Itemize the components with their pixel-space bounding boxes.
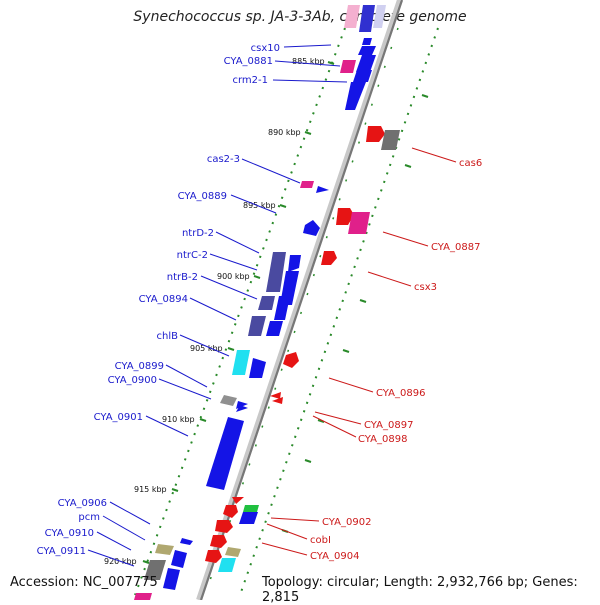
label-ntrC-2: ntrC-2: [177, 250, 208, 261]
gene-pcm: [155, 544, 174, 555]
gene-ntrB-2: [258, 296, 275, 310]
gene-forward-large: [356, 55, 376, 72]
gene-reverse-cya0896: [283, 352, 299, 368]
gene-cya0900b: [236, 405, 248, 412]
scale-label: 905 kbp: [190, 344, 223, 353]
label-csx10: csx10: [251, 43, 280, 54]
gene-cya0902-fwd: [239, 512, 258, 524]
gene-forward: [358, 46, 376, 55]
gene-reverse-cobI: [215, 520, 233, 533]
gene-reverse: [336, 208, 354, 225]
gene-cya0911b: [163, 568, 180, 590]
gene-reverse: [232, 497, 244, 504]
label-chlB: chlB: [157, 331, 179, 342]
label-cya0902: CYA_0902: [322, 517, 371, 528]
gene-ntrD-2b: [288, 255, 301, 272]
label-cya0889: CYA_0889: [178, 191, 227, 202]
gene-reverse-cya0897: [270, 392, 281, 399]
gene-chlB-2: [249, 358, 266, 378]
gene-forward-top: [359, 5, 375, 32]
left-dotted-track: [134, 27, 346, 596]
label-cya0897: CYA_0897: [364, 420, 413, 431]
right-dotted-track: [239, 27, 439, 596]
left-leader-lines: [87, 44, 348, 567]
summary-text: Topology: circular; Length: 2,932,766 bp…: [262, 575, 578, 605]
gene-magenta-cya0887: [348, 212, 370, 234]
label-cas6: cas6: [459, 158, 482, 169]
label-cya0898: CYA_0898: [358, 434, 407, 445]
gene-reverse-cas6: [366, 126, 385, 142]
gene-reverse-cya0898: [272, 397, 283, 404]
label-cobI: cobI: [310, 535, 331, 546]
gene-ntrD-2: [266, 252, 286, 292]
gene-cya0910: [171, 550, 187, 568]
gene-cya0899: [220, 395, 237, 406]
label-crm2-1: crm2-1: [232, 75, 268, 86]
gene-reverse-cya0902: [223, 505, 238, 518]
label-cya0904: CYA_0904: [310, 551, 359, 562]
label-ntrD-2: ntrD-2: [182, 228, 214, 239]
label-cas2-3: cas2-3: [207, 154, 240, 165]
label-cya0896: CYA_0896: [376, 388, 425, 399]
label-cya0899: CYA_0899: [115, 361, 164, 372]
gene-cya0901: [206, 417, 244, 490]
accession-text: Accession: NC_007775: [10, 575, 158, 590]
gene-ntrB-2b: [274, 296, 290, 320]
label-cya0887: CYA_0887: [431, 242, 480, 253]
label-cya0894: CYA_0894: [139, 294, 188, 305]
gene-forward: [362, 38, 372, 45]
label-cya0900: CYA_0900: [108, 375, 157, 386]
scale-label: 885 kbp: [292, 57, 325, 66]
gene-cya0889: [303, 220, 320, 236]
gene-cya0894: [248, 316, 266, 336]
scale-label: 890 kbp: [268, 128, 301, 137]
label-cya0911: CYA_0911: [37, 546, 86, 557]
scale-label: 900 kbp: [217, 272, 250, 281]
gene-chlB: [232, 350, 250, 375]
scale-label: 915 kbp: [134, 485, 167, 494]
gene-forward-top2: [373, 5, 386, 28]
gene-reverse: [205, 550, 222, 563]
gene-khaki: [225, 547, 241, 557]
gene-cas2-3: [300, 181, 314, 188]
label-cya0906: CYA_0906: [58, 498, 107, 509]
gene-gray-cas6: [381, 130, 400, 150]
gene-pink-top: [344, 5, 360, 28]
gene-cas2-3-arrow: [316, 186, 329, 193]
label-cya0881: CYA_0881: [224, 56, 273, 67]
scale-label: 910 kbp: [162, 415, 195, 424]
gene-reverse-cya0904: [210, 535, 227, 548]
gene-bottom-pink: [134, 593, 152, 600]
label-csx3: csx3: [414, 282, 437, 293]
gene-cya0911: [144, 560, 166, 580]
scale-ticks: [142, 61, 429, 564]
label-pcm: pcm: [78, 512, 100, 523]
gene-cya0906: [180, 538, 193, 545]
label-ntrB-2: ntrB-2: [167, 272, 198, 283]
gene-green: [243, 505, 259, 512]
gene-cyan-low: [218, 558, 236, 572]
gene-reverse-csx3: [321, 251, 337, 265]
gene-magenta-cya0881: [340, 60, 356, 73]
gene-cya0894b: [266, 321, 283, 336]
right-leader-lines: [261, 147, 457, 556]
scale-label: 895 kbp: [243, 201, 276, 210]
gene-forward-crm2: [345, 82, 366, 110]
genome-backbone: [196, 0, 403, 600]
label-cya0910: CYA_0910: [45, 528, 94, 539]
label-cya0901: CYA_0901: [94, 412, 143, 423]
gene-forward: [353, 70, 372, 82]
